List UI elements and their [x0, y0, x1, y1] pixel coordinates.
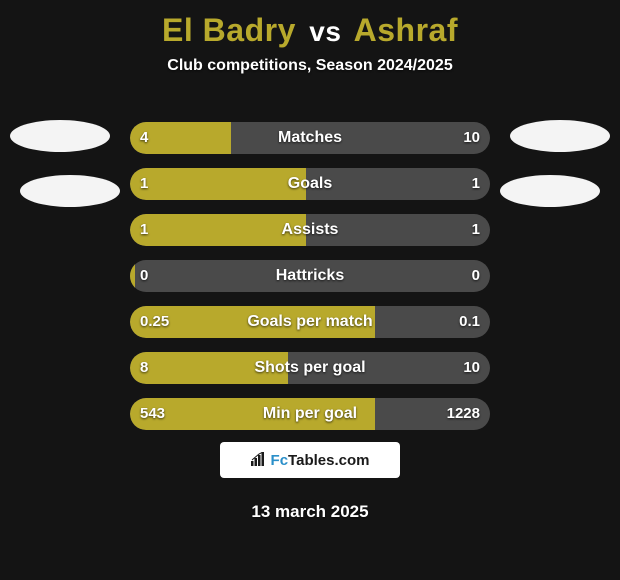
stat-label: Hattricks: [130, 260, 490, 292]
logo-text: FcTables.com: [271, 452, 370, 469]
comparison-card: El Badry vs Ashraf Club competitions, Se…: [0, 0, 620, 580]
title-player2: Ashraf: [354, 12, 458, 48]
stat-row: 810Shots per goal: [130, 352, 490, 384]
stat-label: Goals per match: [130, 306, 490, 338]
stat-rows: 410Matches 11Goals 11Assists 00Hattricks 0.2…: [130, 122, 490, 444]
stat-label: Matches: [130, 122, 490, 154]
stat-row: 0.250.1Goals per match: [130, 306, 490, 338]
stat-label: Min per goal: [130, 398, 490, 430]
stat-row: 410Matches: [130, 122, 490, 154]
title-player1: El Badry: [162, 12, 296, 48]
player2-badge-placeholder-1: [510, 120, 610, 152]
player1-badge-placeholder-2: [20, 175, 120, 207]
subtitle: Club competitions, Season 2024/2025: [0, 57, 620, 75]
logo-prefix: Fc: [271, 452, 289, 469]
stat-row: 5431228Min per goal: [130, 398, 490, 430]
stat-row: 11Assists: [130, 214, 490, 246]
title-vs: vs: [309, 16, 341, 47]
stat-row: 11Goals: [130, 168, 490, 200]
chart-icon: [251, 452, 267, 471]
logo-badge: FcTables.com: [220, 442, 400, 478]
stat-label: Shots per goal: [130, 352, 490, 384]
logo-suffix: Tables.com: [288, 452, 369, 469]
date-text: 13 march 2025: [0, 502, 620, 522]
title: El Badry vs Ashraf: [0, 0, 620, 49]
player2-badge-placeholder-2: [500, 175, 600, 207]
stat-label: Goals: [130, 168, 490, 200]
stat-label: Assists: [130, 214, 490, 246]
player1-badge-placeholder-1: [10, 120, 110, 152]
stat-row: 00Hattricks: [130, 260, 490, 292]
